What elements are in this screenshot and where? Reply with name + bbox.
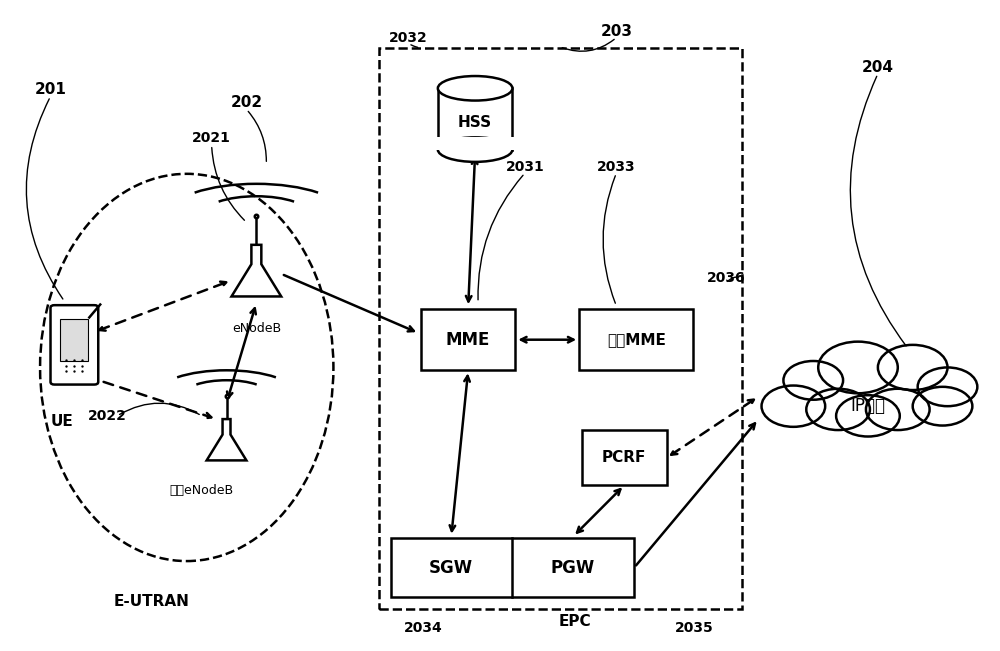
Text: MME: MME [446,331,490,349]
Circle shape [806,389,870,430]
Polygon shape [207,419,246,460]
FancyBboxPatch shape [764,390,972,429]
Circle shape [866,389,930,430]
Circle shape [762,385,825,427]
Text: 2022: 2022 [88,409,127,423]
FancyBboxPatch shape [579,309,693,370]
Text: SGW: SGW [429,559,473,577]
Text: UE: UE [51,413,74,428]
FancyBboxPatch shape [391,538,634,596]
Circle shape [878,345,948,390]
Text: 2033: 2033 [597,160,636,174]
Text: 2021: 2021 [192,132,231,145]
Text: 2031: 2031 [505,160,544,174]
Circle shape [836,395,900,437]
FancyBboxPatch shape [379,48,742,609]
FancyBboxPatch shape [436,137,514,150]
Text: 其它eNodeB: 其它eNodeB [170,484,234,497]
Text: HSS: HSS [458,115,492,130]
Text: 201: 201 [35,83,66,98]
Circle shape [913,387,972,426]
Text: 2035: 2035 [675,620,713,635]
Ellipse shape [438,76,512,100]
FancyBboxPatch shape [438,89,512,150]
Text: 202: 202 [230,95,262,110]
Ellipse shape [438,137,512,162]
FancyBboxPatch shape [582,430,667,485]
FancyBboxPatch shape [60,319,88,361]
Text: 2034: 2034 [404,620,443,635]
FancyBboxPatch shape [421,309,515,370]
Text: 203: 203 [600,24,632,39]
Text: 204: 204 [862,60,894,75]
FancyBboxPatch shape [51,305,98,385]
Text: eNodeB: eNodeB [232,322,281,335]
Text: 其它MME: 其它MME [607,332,666,347]
Text: EPC: EPC [558,614,591,629]
Text: IP业务: IP业务 [850,396,885,415]
Text: PGW: PGW [551,559,595,577]
Circle shape [783,361,843,400]
Text: 2036: 2036 [706,271,745,285]
Text: E-UTRAN: E-UTRAN [114,594,190,609]
Circle shape [818,342,898,393]
Text: PCRF: PCRF [602,450,646,465]
Circle shape [918,367,977,406]
Text: 2032: 2032 [389,31,428,46]
Polygon shape [232,245,281,296]
